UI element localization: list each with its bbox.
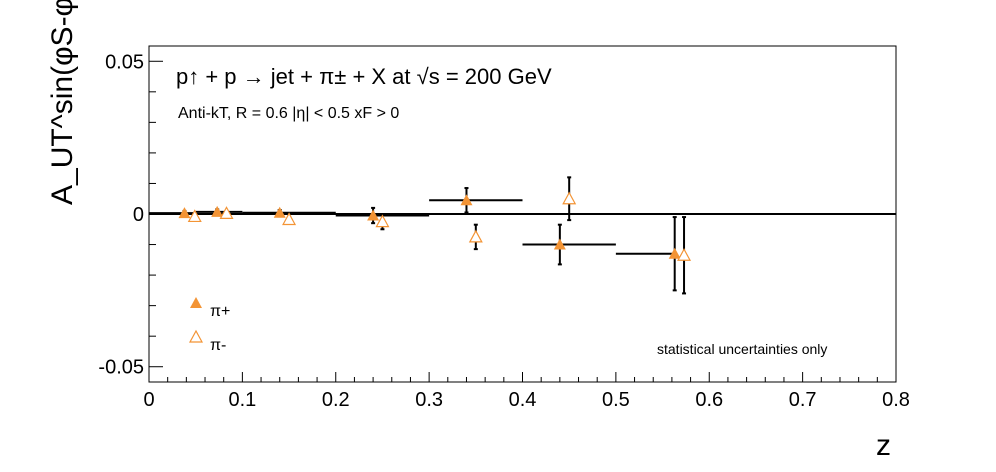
legend-marker-pi-plus bbox=[190, 297, 202, 308]
data-markers bbox=[149, 176, 692, 295]
data-point-pi-plus bbox=[460, 194, 473, 206]
y-tick-label: -0.05 bbox=[98, 357, 144, 379]
data-point-pi-minus bbox=[375, 214, 390, 228]
data-point-pi-minus bbox=[219, 206, 234, 219]
x-tick-label: 0.5 bbox=[602, 389, 630, 411]
data-point-pi-plus bbox=[367, 209, 380, 221]
legend-label-pi-minus: π- bbox=[210, 337, 226, 354]
x-axis-label: z bbox=[876, 429, 891, 462]
legend: π+ π- bbox=[188, 297, 230, 354]
y-tick-label: 0.05 bbox=[105, 51, 144, 73]
data-point-pi-minus bbox=[187, 209, 202, 223]
x-tick-label: 0 bbox=[143, 389, 154, 411]
data-point-pi-minus bbox=[468, 229, 483, 243]
data-point-pi-minus bbox=[677, 247, 692, 261]
data-point-pi-plus bbox=[178, 207, 191, 219]
y-axis-label: A_UT^sin(φS-φh) bbox=[46, 0, 79, 205]
x-tick-label: 0.2 bbox=[322, 389, 350, 411]
axis-ticks bbox=[148, 60, 897, 382]
legend-label-pi-plus: π+ bbox=[210, 303, 230, 320]
x-tick-label: 0.3 bbox=[415, 389, 443, 411]
data-point-pi-plus bbox=[273, 206, 286, 218]
legend-marker-pi-minus bbox=[188, 329, 204, 343]
x-tick-label: 0.7 bbox=[789, 389, 817, 411]
data-point-pi-plus bbox=[553, 238, 566, 250]
tick-labels: 0 0.1 0.2 0.3 0.4 0.5 0.6 0.7 0.8 -0.05 0 0.05 bbox=[98, 51, 910, 411]
x-tick-label: 0.8 bbox=[882, 389, 910, 411]
x-tick-label: 0.4 bbox=[509, 389, 537, 411]
data-point-pi-minus bbox=[562, 191, 577, 205]
data-point-pi-plus bbox=[668, 247, 681, 259]
data-point-pi-plus bbox=[211, 205, 224, 217]
data-point-pi-minus bbox=[282, 212, 297, 226]
chart-title: p↑ + p → jet + π± + X at √s = 200 GeV bbox=[176, 64, 552, 89]
y-tick-label: 0 bbox=[133, 204, 144, 226]
chart-subtitle: Anti-kT, R = 0.6 |η| < 0.5 xF > 0 bbox=[178, 105, 399, 122]
x-tick-label: 0.1 bbox=[228, 389, 256, 411]
x-tick-label: 0.6 bbox=[695, 389, 723, 411]
annotation-stat-uncertainty: statistical uncertainties only bbox=[657, 341, 827, 357]
